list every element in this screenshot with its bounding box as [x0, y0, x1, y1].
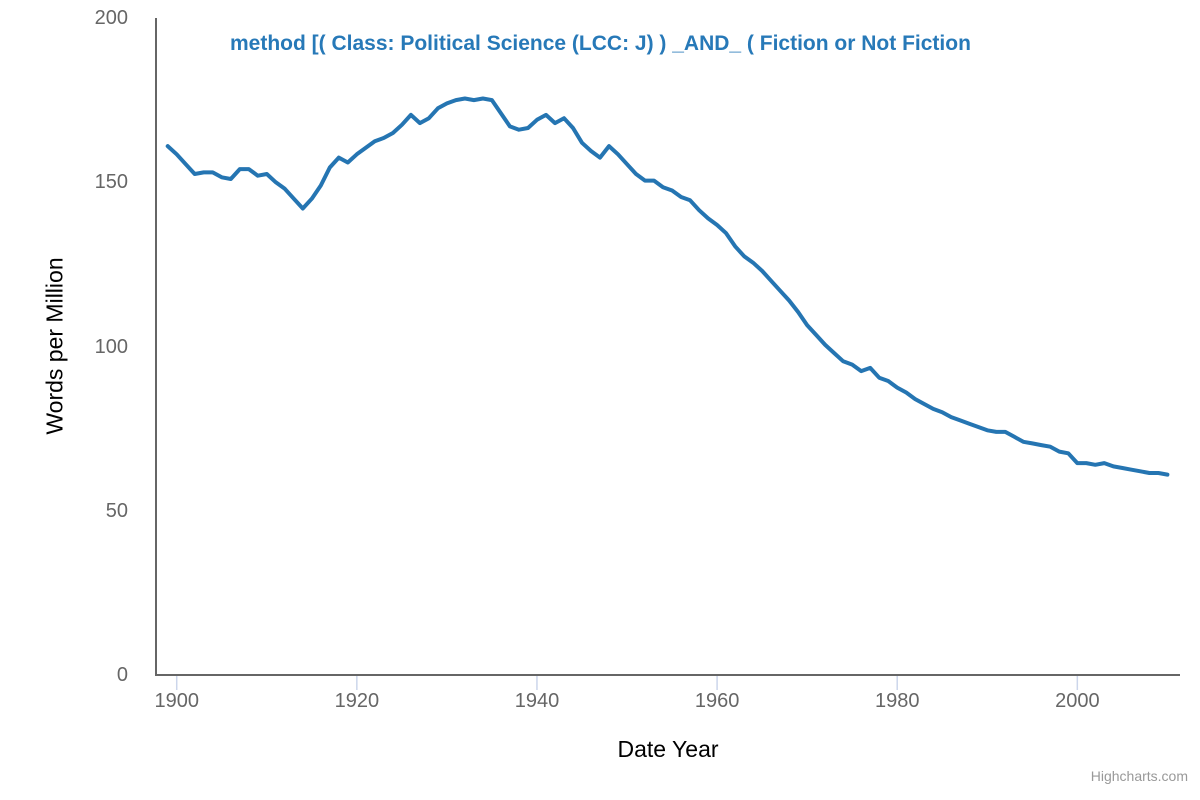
y-tick-label: 200	[94, 7, 128, 29]
y-tick-label: 150	[94, 171, 128, 194]
series-line[interactable]	[165, 96, 1170, 477]
axis-lines	[155, 18, 1180, 676]
x-tick-label: 1900	[154, 690, 199, 712]
x-tick-label: 1980	[874, 690, 920, 712]
x-tick-label: 1940	[514, 690, 560, 712]
y-tick-label: 50	[105, 499, 128, 522]
x-axis-title: Date Year	[617, 736, 719, 762]
x-tick-label: 1920	[334, 690, 380, 712]
x-tick-label: 1960	[694, 690, 740, 712]
chart-title: method [( Class: Political Science (LCC:…	[230, 32, 971, 55]
highcharts-credit[interactable]: Highcharts.com	[1090, 768, 1188, 784]
x-axis-labels: 1900 1920 1940 1960 1980 2000	[0, 690, 1200, 720]
y-axis-labels: 0 50 100 150 200	[0, 0, 130, 800]
x-tick-marks	[175, 676, 1079, 690]
x-tick-label: 2000	[1055, 690, 1100, 712]
y-tick-label: 100	[94, 335, 128, 358]
y-tick-label: 0	[116, 664, 128, 686]
